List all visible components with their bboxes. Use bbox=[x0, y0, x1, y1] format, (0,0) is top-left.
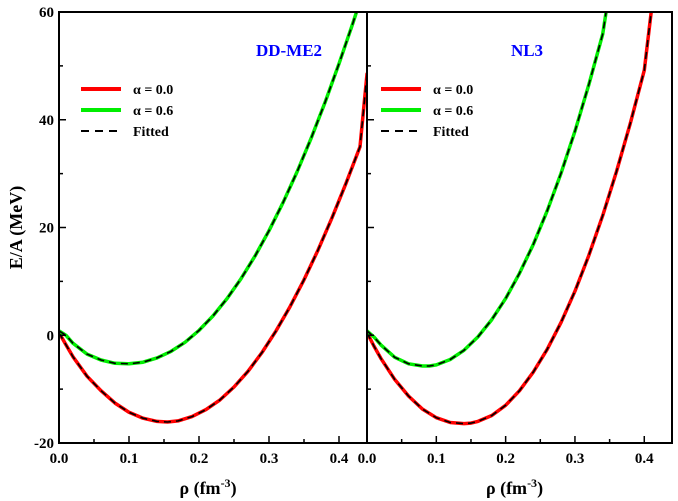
y-tick-label-0-2: 20 bbox=[39, 221, 54, 237]
legend-label-0-1: α = 0.6 bbox=[133, 104, 173, 119]
legend-label-1-2: Fitted bbox=[433, 125, 469, 140]
panel-1: 0.0 0.1 0.2 0.3 0.4 NL3 α = 0.0 α = 0.6 Fitted ρ … bbox=[358, 11, 673, 499]
panel-title-1: NL3 bbox=[511, 41, 543, 60]
y-axis-title: E/A (MeV) bbox=[6, 186, 27, 269]
fitted-line-1-1 bbox=[367, 12, 607, 367]
panel-title-0: DD-ME2 bbox=[256, 41, 322, 60]
y-tick-label-0-0: -20 bbox=[34, 436, 54, 452]
legend-label-0-2: Fitted bbox=[133, 125, 169, 140]
x-tick-label-0-0: 0.0 bbox=[50, 451, 69, 467]
x-tick-label-1-2: 0.2 bbox=[496, 451, 515, 467]
x-axis-title-1: ρ (fm-3) bbox=[486, 476, 543, 499]
fitted-line-1-0 bbox=[367, 12, 652, 425]
y-tick-label-0-3: 40 bbox=[39, 113, 54, 129]
series-line-1-0 bbox=[367, 12, 653, 426]
x-tick-label-0-4: 0.4 bbox=[330, 451, 349, 467]
curves-1 bbox=[367, 12, 653, 426]
panel-0: 0.0 0.1 0.2 0.3 0.4 -20 0 20 40 60 DD-ME2 α = 0.0 α … bbox=[6, 5, 368, 499]
plot-frame-0 bbox=[58, 11, 368, 444]
legend-label-1-0: α = 0.0 bbox=[433, 83, 473, 98]
fitted-line-0-1 bbox=[59, 12, 358, 365]
series-line-0-0 bbox=[59, 72, 367, 424]
series-line-1-1 bbox=[367, 12, 608, 368]
curves-0 bbox=[59, 12, 367, 424]
x-tick-label-1-0: 0.0 bbox=[358, 451, 377, 467]
x-tick-label-0-3: 0.3 bbox=[260, 451, 279, 467]
x-tick-label-1-3: 0.3 bbox=[566, 451, 585, 467]
legend-label-0-0: α = 0.0 bbox=[133, 83, 173, 98]
x-tick-label-1-4: 0.4 bbox=[635, 451, 654, 467]
x-axis-title-0: ρ (fm-3) bbox=[179, 476, 236, 499]
y-tick-label-0-4: 60 bbox=[39, 5, 54, 21]
x-tick-label-0-2: 0.2 bbox=[190, 451, 209, 467]
legend-label-1-1: α = 0.6 bbox=[433, 104, 473, 119]
plot-frame-1 bbox=[366, 11, 673, 444]
x-tick-label-0-1: 0.1 bbox=[120, 451, 139, 467]
y-tick-label-0-1: 0 bbox=[47, 328, 55, 344]
fitted-line-0-0 bbox=[59, 73, 367, 423]
x-tick-label-1-1: 0.1 bbox=[427, 451, 446, 467]
